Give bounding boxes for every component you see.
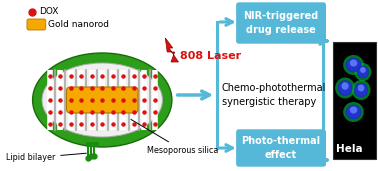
Ellipse shape: [346, 105, 361, 119]
Text: Photo-thermal
effect: Photo-thermal effect: [242, 136, 321, 160]
Ellipse shape: [352, 80, 370, 100]
Ellipse shape: [355, 63, 372, 81]
Ellipse shape: [350, 107, 357, 114]
FancyBboxPatch shape: [333, 42, 376, 159]
Ellipse shape: [357, 66, 369, 78]
Polygon shape: [165, 38, 178, 62]
FancyBboxPatch shape: [67, 87, 138, 113]
Ellipse shape: [355, 83, 368, 97]
FancyBboxPatch shape: [27, 19, 46, 30]
Ellipse shape: [335, 77, 355, 98]
Text: Chemo-photothermal
synergistic therapy: Chemo-photothermal synergistic therapy: [222, 83, 326, 107]
Ellipse shape: [360, 67, 366, 73]
Text: DOX: DOX: [39, 8, 59, 16]
Ellipse shape: [42, 63, 163, 137]
Ellipse shape: [342, 82, 349, 90]
Ellipse shape: [350, 60, 357, 67]
Text: Mesoporous silica: Mesoporous silica: [131, 119, 219, 155]
Ellipse shape: [346, 58, 361, 72]
Text: Lipid bilayer: Lipid bilayer: [6, 153, 86, 162]
FancyBboxPatch shape: [237, 3, 325, 43]
Text: NIR-triggered
drug release: NIR-triggered drug release: [243, 11, 319, 35]
Text: Hela: Hela: [336, 144, 362, 154]
Ellipse shape: [358, 84, 364, 91]
FancyBboxPatch shape: [86, 142, 98, 146]
Ellipse shape: [343, 102, 364, 122]
Ellipse shape: [343, 55, 364, 75]
Text: 808 Laser: 808 Laser: [180, 51, 242, 61]
FancyBboxPatch shape: [237, 130, 325, 166]
Ellipse shape: [33, 53, 172, 147]
Text: Gold nanorod: Gold nanorod: [48, 20, 108, 29]
Ellipse shape: [338, 81, 352, 95]
